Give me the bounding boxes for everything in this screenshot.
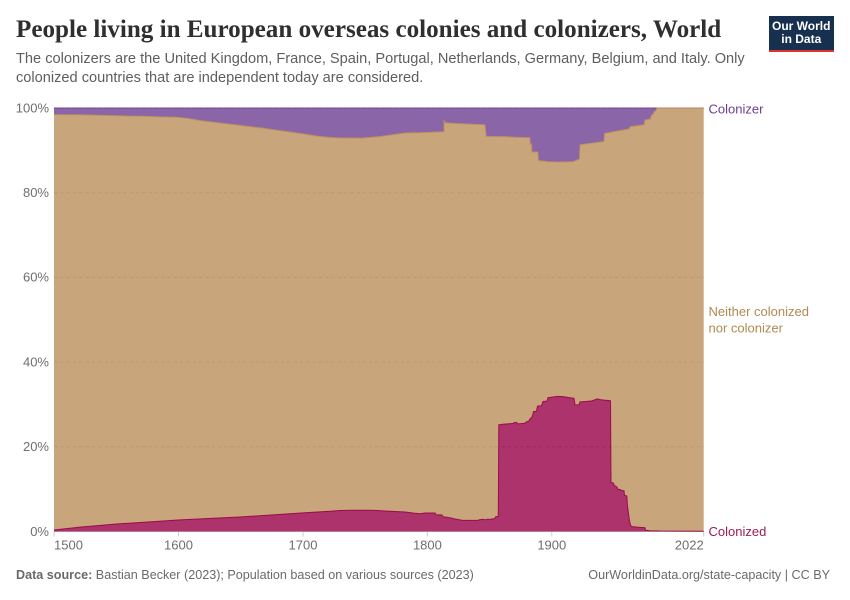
- svg-text:100%: 100%: [16, 100, 50, 115]
- svg-text:40%: 40%: [23, 354, 49, 369]
- svg-text:nor colonizer: nor colonizer: [709, 321, 784, 336]
- svg-text:0%: 0%: [30, 524, 49, 539]
- svg-text:1900: 1900: [537, 538, 566, 553]
- svg-text:2022: 2022: [675, 538, 704, 553]
- svg-text:Colonized: Colonized: [709, 524, 767, 539]
- svg-text:1700: 1700: [289, 538, 318, 553]
- svg-text:80%: 80%: [23, 185, 49, 200]
- svg-text:1600: 1600: [164, 538, 193, 553]
- svg-text:1500: 1500: [54, 538, 83, 553]
- svg-text:Colonizer: Colonizer: [709, 102, 765, 117]
- svg-text:60%: 60%: [23, 270, 49, 285]
- svg-text:1800: 1800: [413, 538, 442, 553]
- svg-text:20%: 20%: [23, 439, 49, 454]
- svg-text:Neither colonized: Neither colonized: [709, 304, 809, 319]
